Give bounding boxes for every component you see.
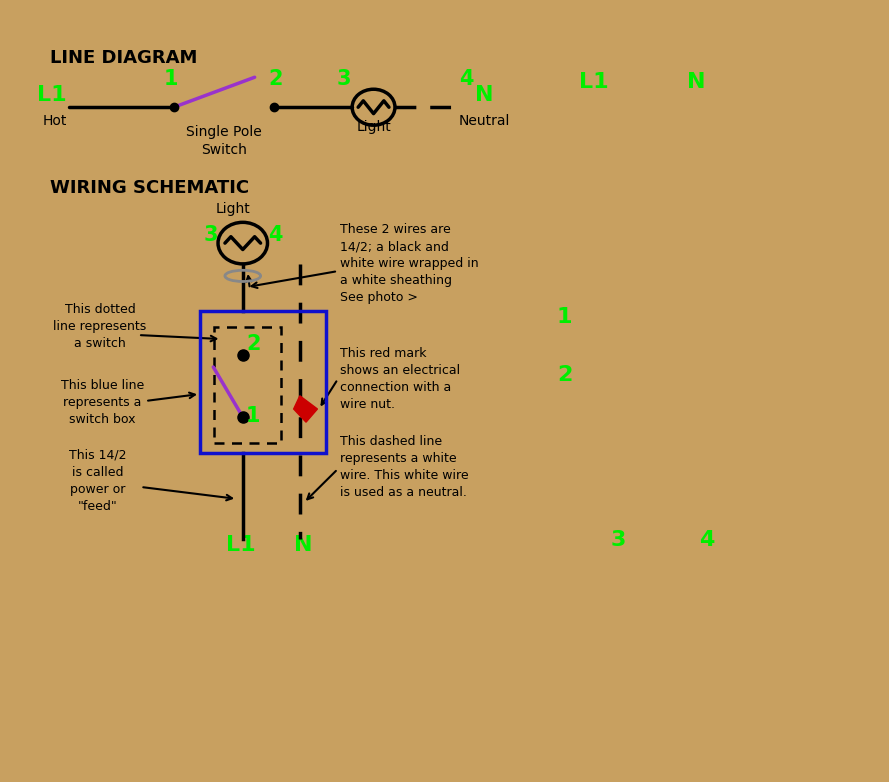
Text: 3: 3: [204, 225, 218, 245]
Text: This red mark
shows an electrical
connection with a
wire nut.: This red mark shows an electrical connec…: [340, 347, 461, 411]
Text: Light: Light: [356, 120, 391, 135]
Text: These 2 wires are
14/2; a black and
white wire wrapped in
a white sheathing
See : These 2 wires are 14/2; a black and whit…: [340, 223, 479, 304]
Text: Hot: Hot: [43, 114, 67, 128]
Text: This dashed line
represents a white
wire. This white wire
is used as a neutral.: This dashed line represents a white wire…: [340, 435, 469, 499]
Text: L1: L1: [226, 535, 255, 555]
Text: LINE DIAGRAM: LINE DIAGRAM: [50, 49, 197, 67]
Text: 1: 1: [557, 307, 573, 327]
Text: 1: 1: [164, 70, 179, 89]
Text: 4: 4: [459, 70, 474, 89]
Text: N: N: [475, 85, 493, 106]
Text: Single Pole
Switch: Single Pole Switch: [186, 125, 261, 156]
Text: L1: L1: [36, 85, 67, 106]
Text: N: N: [294, 535, 313, 555]
Text: L1: L1: [579, 72, 609, 92]
Text: This dotted
line represents
a switch: This dotted line represents a switch: [53, 303, 147, 350]
Text: 2: 2: [557, 365, 573, 386]
Text: This 14/2
is called
power or
"feed": This 14/2 is called power or "feed": [69, 449, 126, 513]
Text: 2: 2: [246, 334, 260, 354]
Text: N: N: [687, 72, 705, 92]
Text: 3: 3: [337, 70, 351, 89]
Text: 4: 4: [268, 225, 283, 245]
Text: 1: 1: [246, 406, 260, 425]
Polygon shape: [293, 396, 317, 422]
Text: Neutral: Neutral: [458, 114, 509, 128]
Text: 3: 3: [610, 529, 626, 550]
Bar: [200, 311, 326, 453]
Text: 4: 4: [699, 529, 715, 550]
Text: WIRING SCHEMATIC: WIRING SCHEMATIC: [50, 179, 249, 197]
Text: Light: Light: [216, 202, 251, 216]
Text: This blue line
represents a
switch box: This blue line represents a switch box: [60, 379, 144, 426]
Bar: [214, 327, 281, 443]
Text: 2: 2: [268, 70, 284, 89]
